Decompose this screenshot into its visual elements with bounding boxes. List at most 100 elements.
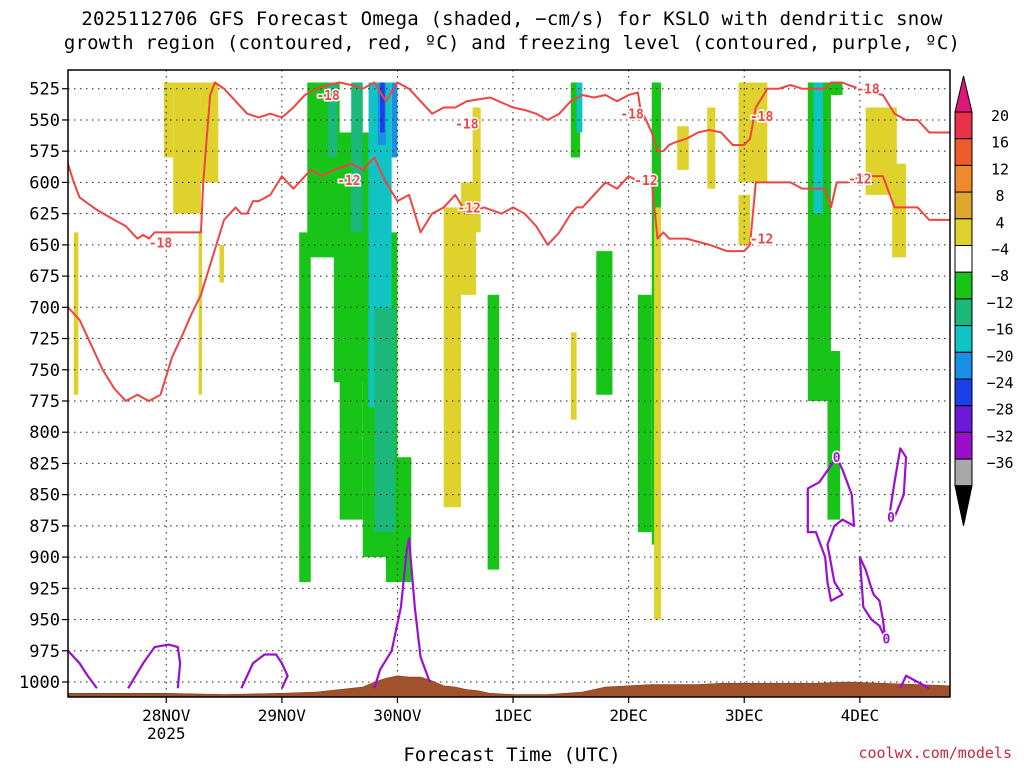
y-tick-label: 750 [29,361,60,381]
y-tick-label: 950 [29,611,60,631]
y-tick-label: 825 [29,454,60,474]
y-tick-label: 575 [29,142,60,162]
omega-patch [813,82,823,214]
dendritic-contour-label: -12 [634,174,657,189]
colorbar-segment [954,111,973,140]
y-tick-label: 725 [29,330,60,350]
omega-patch [570,82,581,158]
colorbar-label: −16 [986,321,1013,339]
colorbar-label: −36 [986,454,1013,472]
omega-patch [865,107,897,195]
dendritic-contour-label: -18 [455,118,479,133]
omega-patch [380,82,385,133]
y-tick-label: 675 [29,267,60,287]
omega-patch [637,294,652,533]
freezing-level-contour [899,674,930,690]
omega-patch [391,82,398,158]
omega-patch [738,82,768,183]
colorbar-label: −12 [986,294,1013,312]
omega-patch [198,232,203,395]
colorbar-label: −28 [986,401,1013,419]
x-tick-label: 1DEC [494,706,533,725]
colorbar-segment [954,458,973,487]
colorbar-segment [954,405,973,433]
freezing-level-contour [887,447,908,521]
colorbar-label: −8 [991,267,1009,285]
credit-link[interactable]: coolwx.com/models [858,744,1012,762]
colorbar-segment [954,245,973,273]
y-tick-label: 650 [29,236,60,256]
y-tick-label: 975 [29,642,60,662]
y-tick-label: 900 [29,548,60,568]
x-tick-label: 30NOV [373,706,422,725]
y-tick-label: 700 [29,298,60,318]
y-tick-label: 925 [29,579,60,599]
dendritic-contour-label: -18 [856,83,880,98]
omega-patch [443,207,462,508]
omega-patch [654,207,662,620]
freezing-level-contour [68,650,98,689]
omega-patch [827,351,841,520]
x-tick-label: 4DEC [841,706,880,725]
colorbar-segment [954,351,973,380]
omega-patch [374,307,396,533]
omega-patch [173,82,201,214]
y-tick-label: 1000 [19,673,60,693]
omega-patch [707,107,716,189]
x-axis-label: Forecast Time (UTC) [403,744,621,766]
freezing-level-contour [858,556,887,639]
omega-patch [351,82,363,233]
dendritic-contour-line [68,81,950,240]
colorbar-label: 4 [995,214,1004,232]
colorbar-segment [954,218,973,247]
colorbar-segment [954,431,973,460]
y-tick-label: 850 [29,486,60,506]
freezing-level-contour [127,643,182,689]
freezing-contour-label: 0 [833,451,841,466]
dendritic-contour-label: -18 [620,108,644,123]
omega-patch [570,332,577,420]
colorbar-label: 12 [991,160,1009,178]
freezing-level-contour [240,653,289,689]
colorbar-segment [954,164,973,193]
dendritic-contour-label: -18 [149,236,173,251]
freezing-level-contour [806,456,856,602]
dendritic-contour-label: -12 [457,201,480,216]
x-tick-label: 3DEC [725,706,764,725]
y-tick-label: 875 [29,517,60,537]
dendritic-contour-label: -12 [848,173,871,188]
ground-surface [68,675,950,697]
dendritic-contour-line [68,156,950,402]
plot-frame [67,69,951,698]
colorbar-top-triangle [954,75,973,113]
chart-title-line2: growth region (contoured, red, ºC) and f… [63,32,961,54]
colorbar-segment [954,138,973,166]
y-tick-label: 600 [29,173,60,193]
omega-patch [219,244,225,283]
freezing-level-contour [373,537,431,689]
omega-patch [472,107,481,233]
x-tick-label: 29NOV [258,706,307,725]
colorbar-label: −4 [991,241,1009,259]
colorbar-segment [954,271,973,300]
omega-patch [487,294,500,570]
colorbar-bottom-triangle [954,485,973,526]
x-tick-label: 2DEC [609,706,648,725]
omega-patch [299,232,311,583]
x-tick-sublabel: 2025 [147,724,186,743]
colorbar-segment [954,325,973,353]
dendritic-contour-label: -18 [316,89,340,104]
y-tick-label: 775 [29,392,60,412]
colorbar-label: −20 [986,347,1013,365]
dendritic-contour-label: -18 [750,110,774,125]
omega-patch [596,251,613,395]
dendritic-contour-label: -12 [337,174,360,189]
omega-patch [163,82,174,158]
colorbar-label: −24 [986,374,1013,392]
freezing-contour-label: 0 [887,511,895,526]
colorbar-label: 16 [991,134,1009,152]
y-tick-label: 525 [29,80,60,100]
dendritic-contour-label: -12 [750,233,773,248]
chart-title-line1: 2025112706 GFS Forecast Omega (shaded, −… [81,8,943,30]
